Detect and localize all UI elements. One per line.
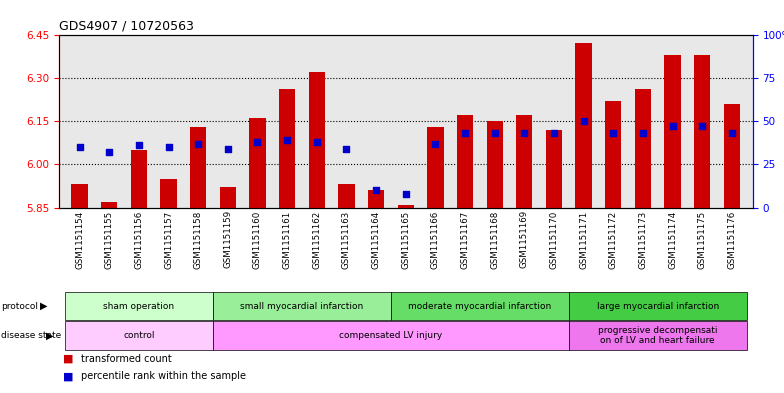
Text: protocol: protocol	[1, 302, 38, 310]
Text: ▶: ▶	[46, 331, 54, 341]
Bar	[101, 202, 118, 208]
Point	[222, 145, 234, 152]
Point	[488, 130, 501, 136]
Text: compensated LV injury: compensated LV injury	[339, 331, 442, 340]
Text: percentile rank within the sample: percentile rank within the sample	[81, 371, 245, 381]
Point	[577, 118, 590, 124]
Point	[132, 142, 145, 149]
Text: control: control	[123, 331, 154, 340]
Text: GDS4907 / 10720563: GDS4907 / 10720563	[59, 19, 194, 32]
Point	[726, 130, 739, 136]
Bar	[457, 115, 474, 208]
Bar	[664, 55, 681, 208]
Bar	[131, 150, 147, 208]
Bar	[279, 89, 296, 208]
Bar	[249, 118, 266, 208]
Point	[637, 130, 649, 136]
Text: transformed count: transformed count	[81, 354, 172, 364]
Bar	[190, 127, 206, 208]
Point	[370, 187, 383, 193]
Text: disease state: disease state	[1, 331, 61, 340]
Bar	[397, 205, 414, 208]
Bar	[516, 115, 532, 208]
Bar	[487, 121, 503, 208]
Point	[459, 130, 471, 136]
Bar	[338, 184, 354, 208]
Bar	[569, 321, 746, 350]
Point	[340, 145, 353, 152]
Bar	[213, 292, 391, 320]
Bar	[309, 72, 325, 208]
Bar	[724, 104, 740, 208]
Bar	[569, 292, 746, 320]
Bar	[213, 321, 569, 350]
Point	[666, 123, 679, 129]
Bar	[368, 190, 384, 208]
Text: ■: ■	[63, 371, 73, 381]
Bar	[161, 179, 176, 208]
Text: sham operation: sham operation	[103, 302, 174, 310]
Point	[73, 144, 85, 150]
Point	[696, 123, 709, 129]
Bar	[575, 43, 592, 208]
Point	[281, 137, 293, 143]
Bar	[546, 130, 562, 208]
Point	[162, 144, 175, 150]
Bar	[605, 101, 622, 208]
Point	[399, 191, 412, 197]
Bar	[391, 292, 569, 320]
Point	[548, 130, 561, 136]
Point	[192, 140, 205, 147]
Point	[429, 140, 441, 147]
Text: small myocardial infarction: small myocardial infarction	[241, 302, 364, 310]
Point	[251, 139, 263, 145]
Bar	[427, 127, 444, 208]
Text: progressive decompensati
on of LV and heart failure: progressive decompensati on of LV and he…	[598, 326, 717, 345]
Point	[518, 130, 531, 136]
Bar	[635, 89, 651, 208]
Text: ▶: ▶	[40, 301, 48, 311]
Point	[607, 130, 619, 136]
Text: moderate myocardial infarction: moderate myocardial infarction	[408, 302, 551, 310]
Text: large myocardial infarction: large myocardial infarction	[597, 302, 719, 310]
Text: ■: ■	[63, 354, 73, 364]
Bar	[694, 55, 710, 208]
Bar	[71, 184, 88, 208]
Bar	[65, 321, 213, 350]
Point	[103, 149, 115, 155]
Point	[310, 139, 323, 145]
Bar	[220, 187, 236, 208]
Bar	[65, 292, 213, 320]
